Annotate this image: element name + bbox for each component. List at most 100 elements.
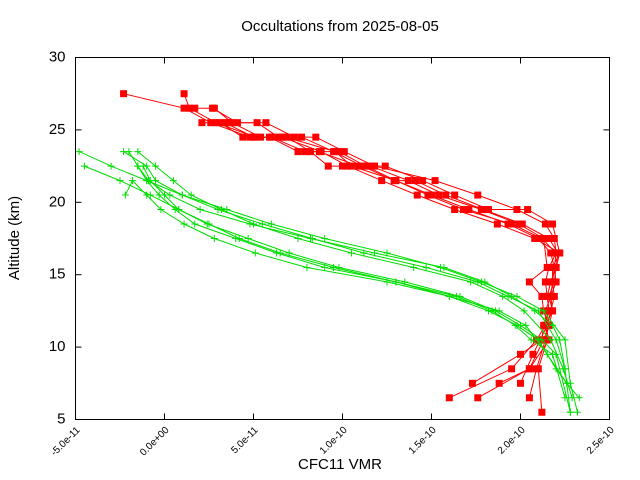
square-marker (550, 278, 558, 286)
plus-marker (547, 336, 555, 344)
plus-marker (134, 162, 142, 170)
square-marker (445, 394, 453, 402)
profile-line (194, 107, 557, 384)
square-marker (545, 321, 553, 329)
plus-marker (152, 162, 160, 170)
square-marker (541, 278, 549, 286)
square-marker (547, 278, 555, 286)
plus-marker (520, 307, 528, 315)
profile-line (137, 165, 566, 398)
square-marker (339, 162, 346, 170)
square-marker (474, 394, 482, 402)
green-profile-12 (121, 177, 571, 387)
square-marker (266, 133, 274, 141)
plus-marker (303, 263, 311, 271)
square-marker (531, 235, 539, 242)
square-marker (545, 292, 553, 300)
square-marker (474, 191, 482, 199)
square-marker (525, 365, 533, 373)
square-marker (550, 292, 558, 300)
square-marker (549, 220, 557, 228)
chart-title: Occultations from 2025-08-05 (241, 18, 439, 35)
square-marker (549, 307, 557, 315)
square-marker (253, 119, 261, 127)
square-marker (442, 191, 450, 199)
square-marker (411, 177, 419, 185)
square-marker (547, 249, 555, 257)
square-marker (540, 235, 548, 242)
square-marker (198, 119, 206, 127)
plus-marker (467, 278, 475, 286)
plus-marker (180, 220, 188, 228)
plus-marker (244, 235, 252, 242)
square-marker (298, 133, 306, 141)
plus-marker (538, 336, 546, 344)
square-marker (180, 90, 188, 98)
plus-marker (335, 263, 343, 271)
plus-marker (481, 278, 489, 286)
square-marker (518, 220, 526, 228)
square-marker (538, 292, 546, 300)
plot-frame (75, 57, 610, 420)
plus-marker (488, 307, 496, 315)
plus-marker (210, 235, 218, 242)
x-tick-label: -5.0e-11 (49, 425, 83, 459)
square-marker (508, 220, 516, 228)
square-marker (468, 379, 476, 387)
plus-marker (452, 292, 460, 300)
plus-marker (321, 235, 329, 242)
traces (75, 90, 583, 416)
plus-marker (563, 379, 571, 387)
profile-line (137, 151, 573, 398)
plus-marker (196, 206, 204, 214)
square-marker (479, 206, 487, 214)
x-tick-label: 1.0e-10 (318, 425, 350, 457)
profile-line (213, 107, 550, 398)
square-marker (541, 321, 549, 329)
square-marker (533, 365, 541, 373)
square-marker (419, 177, 427, 185)
plus-marker (171, 206, 179, 214)
plus-marker (143, 191, 151, 199)
square-marker (517, 350, 524, 358)
green-profile-10 (120, 148, 574, 416)
green-profile-7 (75, 148, 581, 416)
square-marker (335, 148, 343, 156)
plus-marker (321, 263, 329, 271)
profile-line (84, 165, 580, 399)
square-marker (435, 191, 443, 199)
green-profile-14 (134, 162, 569, 402)
square-marker (340, 148, 348, 156)
square-marker (525, 394, 533, 402)
plus-marker (128, 177, 136, 185)
square-marker (413, 191, 421, 199)
square-marker (381, 162, 389, 170)
square-marker (191, 104, 199, 112)
x-tick-label: 2.5e-10 (585, 425, 617, 457)
square-marker (262, 119, 270, 127)
y-axis-title: Altitude (km) (6, 196, 23, 280)
square-marker (358, 162, 366, 170)
square-marker (550, 235, 558, 242)
y-tick-label: 15 (49, 266, 66, 283)
plus-marker (120, 148, 128, 156)
square-marker (210, 104, 218, 112)
plus-marker (80, 162, 88, 170)
plus-marker (410, 263, 418, 271)
plus-marker (232, 235, 240, 242)
plus-marker (308, 235, 316, 242)
x-tick-label: 5.0e-11 (229, 425, 261, 457)
plus-marker (568, 394, 576, 402)
plus-marker (191, 220, 199, 228)
square-marker (495, 379, 503, 387)
plus-marker (575, 394, 583, 402)
plus-marker (549, 321, 557, 329)
profile-line (124, 179, 568, 384)
square-marker (324, 162, 332, 170)
red-profile-2 (191, 104, 560, 387)
profile-line (128, 151, 566, 369)
plus-marker (499, 292, 507, 300)
square-marker (515, 220, 523, 228)
square-marker (543, 263, 551, 271)
